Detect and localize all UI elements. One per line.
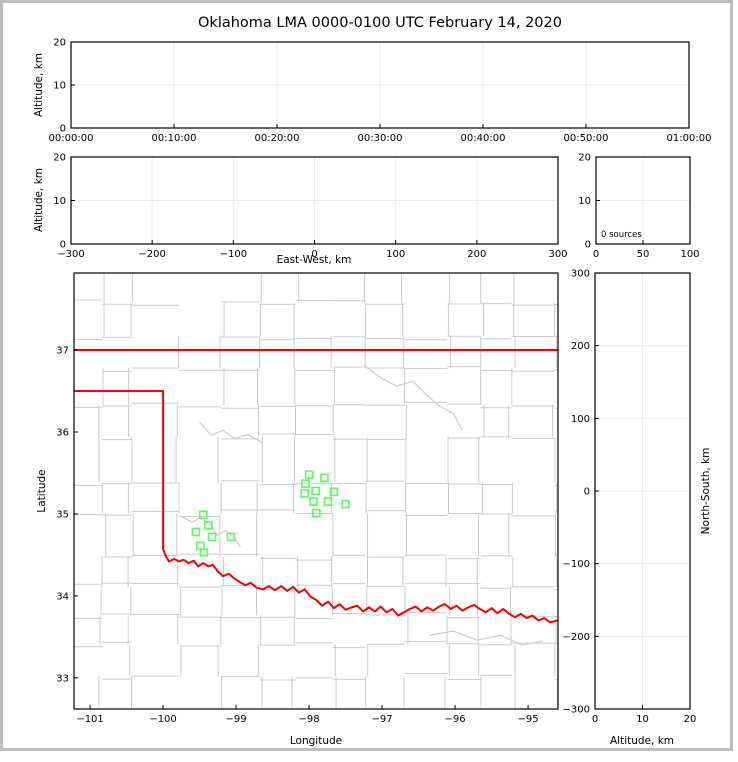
source-marker — [198, 510, 208, 520]
time-panel-ylabel: Altitude, km — [33, 53, 45, 117]
p4-panel-border — [73, 272, 559, 710]
p1-x-tick-label: 00:40:00 — [461, 133, 506, 144]
p5-y-tick-label: 0 — [584, 487, 590, 498]
p1-x-tick-label: 01:00:00 — [667, 133, 712, 144]
p4-x-tick-label: −98 — [299, 714, 320, 725]
source-marker — [226, 532, 236, 542]
p5-y-tick-label: −300 — [563, 705, 590, 716]
p5-y-tick-label: 300 — [571, 269, 590, 280]
p2-x-tick-label: 100 — [386, 249, 405, 260]
p4-y-tick-label: 34 — [56, 591, 69, 602]
river-line — [363, 364, 463, 431]
p3-y-tick-label: 20 — [578, 153, 591, 164]
p1-y-tick-label: 20 — [53, 38, 66, 49]
p3-x-tick-label: 50 — [637, 249, 650, 260]
river-line — [199, 421, 263, 444]
p4-y-tick-label: 36 — [56, 427, 69, 438]
ns-panel-ylabel-right: North-South, km — [700, 448, 712, 535]
p2-y-tick-label: 20 — [53, 153, 66, 164]
ew-panel-xlabel: East-West, km — [277, 254, 352, 266]
source-marker — [191, 527, 201, 537]
p4-x-tick-label: −96 — [445, 714, 466, 725]
source-marker — [329, 487, 339, 497]
county-boundary-lines — [74, 273, 558, 709]
p3-y-tick-label: 0 — [585, 240, 591, 251]
lightning-source-markers — [191, 470, 350, 557]
source-marker — [312, 508, 321, 518]
p4-y-tick-label: 35 — [56, 509, 69, 520]
source-marker — [323, 497, 333, 506]
p5-y-tick-label: 100 — [571, 414, 590, 425]
p2-x-tick-label: −200 — [138, 249, 165, 260]
sources-count-annotation: 0 sources — [601, 230, 642, 240]
river-line — [181, 515, 241, 548]
source-marker — [207, 532, 217, 542]
p2-y-tick-label: 0 — [60, 240, 66, 251]
source-marker — [199, 548, 209, 557]
p4-x-tick-label: −95 — [518, 714, 539, 725]
river-line — [429, 630, 543, 646]
p4-x-tick-label: −100 — [149, 714, 176, 725]
p5-x-tick-label: 0 — [592, 714, 598, 725]
source-marker — [301, 479, 310, 488]
p5-y-tick-label: −100 — [563, 559, 590, 570]
p2-x-tick-label: −100 — [220, 249, 247, 260]
p3-x-tick-label: 100 — [680, 249, 699, 260]
p5-x-tick-label: 20 — [684, 714, 697, 725]
p5-y-tick-label: −200 — [563, 632, 590, 643]
oklahoma-state-border — [74, 349, 558, 624]
p4-y-tick-label: 37 — [56, 346, 69, 357]
p4-x-tick-label: −99 — [226, 714, 247, 725]
p1-y-tick-label: 10 — [53, 81, 66, 92]
p2-x-tick-label: 300 — [548, 249, 567, 260]
p1-y-tick-label: 0 — [60, 124, 66, 135]
p5-y-tick-label: 200 — [571, 341, 590, 352]
ew-panel-ylabel: Altitude, km — [33, 168, 45, 232]
p1-x-tick-label: 00:20:00 — [255, 133, 300, 144]
p4-x-tick-label: −101 — [76, 714, 103, 725]
figure-title: Oklahoma LMA 0000-0100 UTC February 14, … — [198, 15, 562, 31]
p5-x-tick-label: 10 — [636, 714, 649, 725]
source-marker — [204, 521, 213, 530]
p1-x-tick-label: 00:30:00 — [358, 133, 403, 144]
p3-y-tick-label: 10 — [578, 196, 591, 207]
source-marker — [304, 470, 314, 479]
p2-x-tick-label: −300 — [57, 249, 84, 260]
p4-x-tick-label: −97 — [372, 714, 393, 725]
map-layer — [74, 273, 558, 709]
source-marker — [300, 489, 309, 498]
p1-x-tick-label: 00:10:00 — [152, 133, 197, 144]
p1-x-tick-label: 00:00:00 — [49, 133, 94, 144]
tick-marks-layer — [70, 41, 691, 710]
gridlines-layer — [71, 42, 690, 709]
source-marker — [341, 499, 350, 509]
river-lines — [181, 364, 543, 646]
ns-panel-xlabel: Altitude, km — [610, 735, 674, 747]
map-xlabel: Longitude — [290, 735, 342, 747]
p1-x-tick-label: 00:50:00 — [564, 133, 609, 144]
p2-x-tick-label: 0 — [311, 249, 317, 260]
tick-labels-layer: 00:00:00 00:10:00 00:20:00 00:30:00 00:40:00… — [49, 38, 712, 726]
p4-y-tick-label: 33 — [56, 673, 69, 684]
source-marker — [320, 473, 329, 483]
source-marker — [309, 497, 318, 506]
p2-x-tick-label: 200 — [467, 249, 486, 260]
map-ylabel: Latitude — [36, 469, 48, 512]
window-frame — [0, 0, 733, 751]
p3-x-tick-label: 0 — [593, 249, 599, 260]
state-border-line — [162, 390, 558, 624]
p2-y-tick-label: 10 — [53, 196, 66, 207]
source-marker — [311, 486, 320, 496]
